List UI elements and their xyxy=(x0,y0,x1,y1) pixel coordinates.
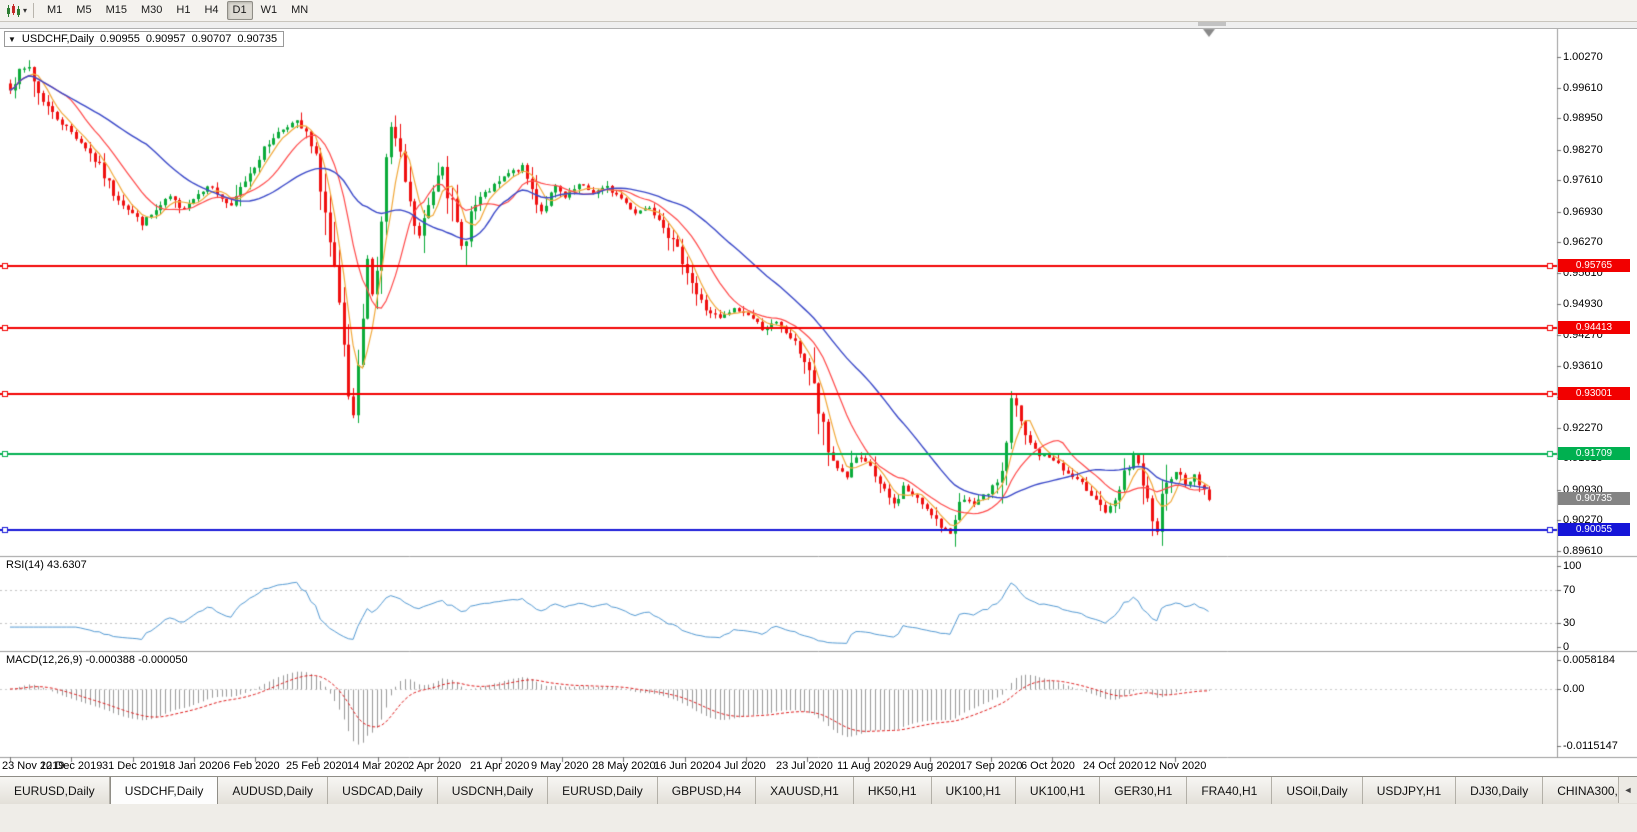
timeframe-button-d1[interactable]: D1 xyxy=(226,1,253,20)
rsi-indicator-title: RSI(14) 43.6307 xyxy=(6,559,87,571)
chart-horizontal-scrollbar[interactable] xyxy=(0,21,1637,29)
chart-tab-usdjpy-h1[interactable]: USDJPY,H1 xyxy=(1362,777,1457,804)
chart-tab-dj30-daily[interactable]: DJ30,Daily xyxy=(1456,777,1544,804)
chart-tab-uk100-h1[interactable]: UK100,H1 xyxy=(1015,777,1101,804)
macd-indicator-title: MACD(12,26,9) -0.000388 -0.000050 xyxy=(6,654,188,666)
chart-tab-fra40-h1[interactable]: FRA40,H1 xyxy=(1187,777,1273,804)
status-bar-area xyxy=(0,803,1637,832)
tab-scroll-left-icon[interactable]: ◄ xyxy=(1618,777,1637,803)
chart-tab-hk50-h1[interactable]: HK50,H1 xyxy=(853,777,932,804)
chart-tab-usdcad-daily[interactable]: USDCAD,Daily xyxy=(328,777,438,804)
scrollbar-thumb[interactable] xyxy=(1198,22,1226,26)
timeframe-button-m30[interactable]: M30 xyxy=(140,4,163,16)
timeframe-button-m15[interactable]: M15 xyxy=(105,4,127,16)
timeframe-button-h1[interactable]: H1 xyxy=(176,4,191,16)
chart-tab-bar: EURUSD,Daily USDCHF,Daily AUDUSD,Daily USDC… xyxy=(0,776,1637,804)
chart-tab-ger30-h1[interactable]: GER30,H1 xyxy=(1100,777,1188,804)
chart-tab-gbpusd-h4[interactable]: GBPUSD,H4 xyxy=(657,777,757,804)
chart-tab-usdchf-daily[interactable]: USDCHF,Daily xyxy=(109,777,219,804)
timeframe-button-w1[interactable]: W1 xyxy=(260,4,278,16)
ohlc-close: 0.90735 xyxy=(237,33,278,45)
symbol-dropdown-icon[interactable]: ▼ xyxy=(8,34,16,44)
chart-type-dropdown-caret-icon[interactable]: ▾ xyxy=(23,6,28,15)
chart-tab-xauusd-h1[interactable]: XAUUSD,H1 xyxy=(756,777,854,804)
ohlc-open: 0.90955 xyxy=(100,33,140,45)
chart-tab-audusd-daily[interactable]: AUDUSD,Daily xyxy=(218,777,329,804)
chart-tab-eurusd-daily[interactable]: EURUSD,Daily xyxy=(548,777,658,804)
toolbar: ▾ M1 M5 M15 M30 H1 H4 D1 W1 MN xyxy=(0,0,1637,22)
symbol-ohlc-readout[interactable]: ▼ USDCHF,Daily 0.90955 0.90957 0.90707 0… xyxy=(4,31,285,47)
timeframe-buttons-group: M1 M5 M15 M30 H1 H4 D1 W1 MN xyxy=(40,1,315,20)
candlestick-chart-icon[interactable] xyxy=(6,3,22,18)
timeframe-button-h4[interactable]: H4 xyxy=(204,4,219,16)
timeframe-button-mn[interactable]: MN xyxy=(291,4,309,16)
chart-tab-usoil-daily[interactable]: USOil,Daily xyxy=(1272,777,1363,804)
chart-tab-usdcnh-daily[interactable]: USDCNH,Daily xyxy=(437,777,549,804)
chart-tab-eurusd-daily[interactable]: EURUSD,Daily xyxy=(0,777,110,804)
chart-tab-uk100-h1[interactable]: UK100,H1 xyxy=(931,777,1016,804)
symbol-name: USDCHF,Daily xyxy=(21,33,95,45)
timeframe-button-m1[interactable]: M1 xyxy=(47,4,63,16)
ohlc-low: 0.90707 xyxy=(191,33,232,45)
ohlc-high: 0.90957 xyxy=(145,33,186,45)
toolbar-separator xyxy=(33,3,35,18)
timeframe-button-m5[interactable]: M5 xyxy=(76,4,92,16)
